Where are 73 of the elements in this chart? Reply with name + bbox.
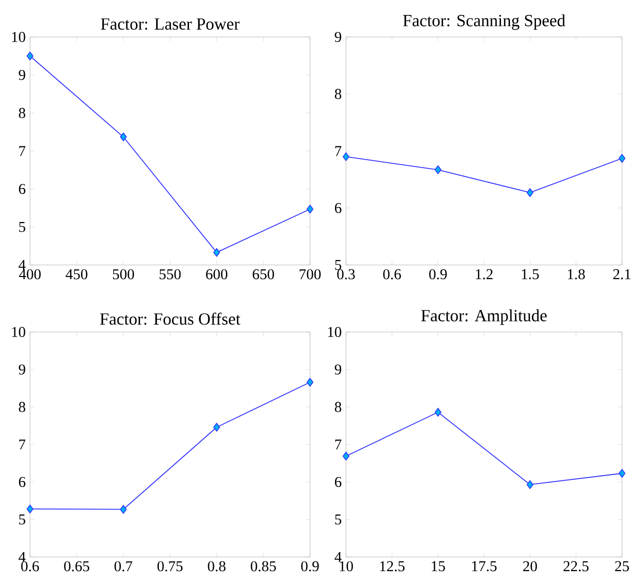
chart-title: Factor: Focus Offset [100,312,240,325]
x-tick-label: 2.1 [613,269,630,280]
x-tick-label: 0.7 [114,561,132,572]
y-tick-label: 8 [18,108,26,118]
x-tick-label: 400 [19,269,41,280]
x-tick-label: 600 [206,269,228,280]
chart-title: Factor: Laser Power [100,18,240,30]
x-tick-label: 0.6 [21,561,39,572]
y-tick-label: 8 [18,402,26,412]
point [120,504,127,514]
y-tick-label: 8 [334,402,342,412]
x-tick-label: 0.8 [208,561,226,572]
x-tick-label: 0.65 [64,561,90,572]
x-tick-label: 650 [252,269,274,280]
point [434,165,442,174]
point [306,204,314,214]
x-tick-label: 0.3 [337,269,355,280]
y-tick-label: 9 [334,364,342,375]
y-tick-label: 9 [18,70,26,80]
x-tick-label: 25 [615,561,629,572]
y-tick-label: 9 [334,32,342,42]
x-tick-label: 1.8 [568,269,585,280]
point [306,378,314,387]
y-tick-label: 4 [18,260,26,270]
point [26,52,34,60]
y-tick-label: 10 [12,326,26,338]
x-tick-label: 700 [300,269,321,280]
point [26,504,34,514]
point [342,452,350,461]
y-tick-label: 6 [18,476,26,488]
point [342,152,350,162]
y-tick-label: 6 [334,202,342,214]
x-tick-label: 550 [160,269,181,280]
y-tick-label: 9 [18,364,26,375]
y-tick-label: 5 [335,260,342,270]
y-tick-label: 5 [335,514,342,524]
x-tick-label: 0.6 [383,269,401,280]
y-tick-label: 10 [328,326,342,338]
x-tick-label: 20 [523,561,537,572]
y-tick-label: 5 [19,222,26,232]
y-tick-label: 6 [18,184,26,194]
point [618,468,626,478]
y-tick-label: 10 [12,32,26,42]
y-tick-label: 7 [335,440,342,450]
point [213,248,220,257]
chart-title: Factor: Scanning Speed [403,14,566,30]
y-tick-label: 7 [335,146,342,156]
y-tick-label: 7 [19,146,26,156]
y-tick-label: 7 [19,440,26,450]
chart-title: Factor: Amplitude [421,309,547,325]
x-tick-label: 0.9 [429,269,447,280]
x-tick-label: 0.9 [301,561,319,572]
x-tick-label: 12.5 [380,561,405,572]
point [213,422,220,432]
x-tick-label: 17.5 [472,561,497,572]
point [526,480,534,490]
x-tick-label: 15 [432,561,445,572]
point [434,408,442,417]
x-tick-label: 1.2 [476,269,493,280]
point [526,188,534,197]
point [618,154,626,163]
y-tick-label: 5 [19,514,26,524]
x-tick-label: 0.85 [250,561,276,572]
y-tick-label: 4 [18,552,26,562]
y-tick-label: 6 [334,476,342,488]
point [120,132,127,142]
x-tick-label: 500 [112,269,134,280]
x-tick-label: 450 [66,269,88,280]
x-tick-label: 22.5 [564,561,589,572]
x-tick-label: 1.5 [522,269,539,280]
y-tick-label: 4 [334,552,342,562]
y-tick-label: 8 [334,88,342,100]
x-tick-label: 0.75 [157,561,183,572]
